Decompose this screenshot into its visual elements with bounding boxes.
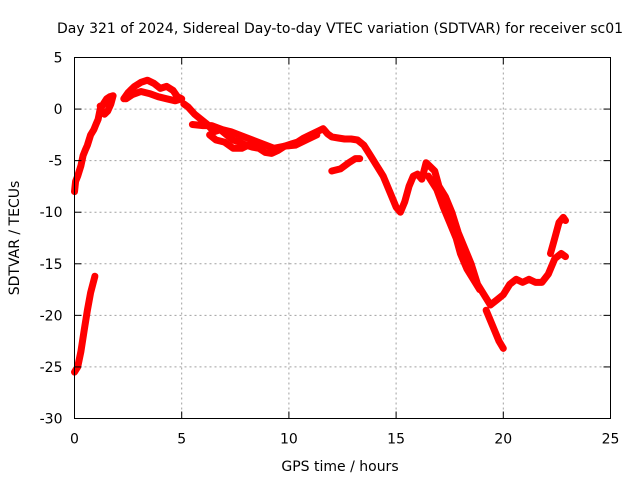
- series-segment: [547, 213, 569, 257]
- x-tick-label: 25: [602, 432, 620, 448]
- x-tick-label: 15: [387, 432, 405, 448]
- x-tick-label: 20: [494, 432, 512, 448]
- x-tick-label: 0: [70, 432, 79, 448]
- y-tick-label: -5: [49, 154, 63, 170]
- y-axis-label: SDTVAR / TECUs: [7, 181, 23, 296]
- axis-ticks: 0 5 10 15 20 25 -30 -25 -20 -15 -10 -5 0 5: [40, 51, 620, 448]
- series-segment: [482, 306, 507, 352]
- x-axis-label: GPS time / hours: [281, 459, 398, 475]
- y-tick-label: -25: [40, 360, 63, 376]
- series-segment: [188, 121, 321, 152]
- data-series: [71, 76, 569, 376]
- y-tick-label: -30: [40, 412, 63, 428]
- series-segment: [424, 172, 484, 294]
- y-tick-label: -20: [40, 308, 63, 324]
- plot-frame: [74, 57, 611, 419]
- x-tick-label: 5: [177, 432, 186, 448]
- y-tick-label: 5: [54, 51, 63, 67]
- series-segment: [71, 92, 117, 196]
- grid-lines: [74, 57, 611, 419]
- series-segment: [206, 131, 254, 152]
- series-segment: [328, 155, 364, 175]
- series-segment: [120, 76, 186, 105]
- chart-title: Day 321 of 2024, Sidereal Day-to-day VTE…: [57, 21, 623, 37]
- y-tick-label: 0: [54, 102, 63, 118]
- y-tick-label: -15: [40, 257, 63, 273]
- series-segment: [71, 272, 99, 376]
- x-tick-label: 10: [280, 432, 298, 448]
- y-tick-label: -10: [40, 205, 63, 221]
